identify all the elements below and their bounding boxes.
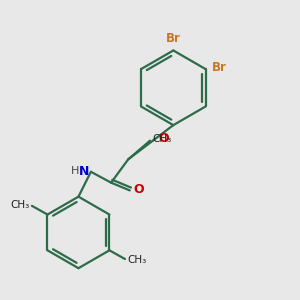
Text: CH₃: CH₃ <box>152 134 172 144</box>
Text: O: O <box>159 132 169 145</box>
Text: N: N <box>79 165 89 178</box>
Text: CH₃: CH₃ <box>10 200 29 210</box>
Text: CH₃: CH₃ <box>128 255 147 265</box>
Text: Br: Br <box>166 32 181 45</box>
Text: Br: Br <box>212 61 227 74</box>
Text: H: H <box>71 166 79 176</box>
Text: O: O <box>134 183 144 196</box>
